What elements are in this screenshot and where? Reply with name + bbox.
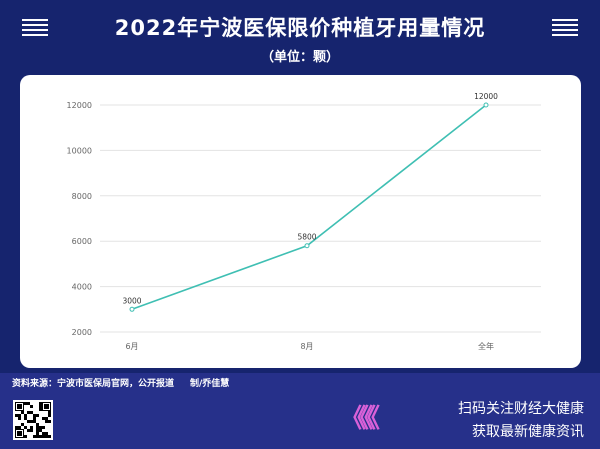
y-tick-label: 2000 bbox=[72, 328, 92, 337]
title-decoration-right bbox=[552, 19, 578, 36]
chart-title: 2022年宁波医保限价种植牙用量情况 bbox=[114, 16, 486, 40]
promo-line-2: 获取最新健康资讯 bbox=[472, 424, 584, 440]
line-chart: 2000 4000 6000 8000 10000 12000 6月 8月 全年 3000 5800… bbox=[67, 92, 541, 351]
y-tick-label: 10000 bbox=[67, 146, 92, 155]
data-point bbox=[483, 102, 489, 108]
qr-code[interactable] bbox=[13, 400, 53, 440]
chevron-arrows-icon: 《《《 bbox=[340, 404, 380, 434]
footer-strip bbox=[0, 373, 600, 449]
data-label: 5800 bbox=[297, 233, 316, 242]
chart-subtitle: （单位：颗） bbox=[260, 50, 339, 65]
title-decoration-left bbox=[22, 19, 48, 36]
series-line bbox=[131, 104, 487, 311]
source-line: 资料来源：宁波市医保局官网，公开报道 制/乔佳慧 bbox=[12, 376, 229, 389]
x-tick-label: 6月 bbox=[125, 342, 138, 351]
data-label: 12000 bbox=[474, 92, 498, 101]
author-credit: 制/乔佳慧 bbox=[190, 379, 230, 389]
promo-line-1: 扫码关注财经大健康 bbox=[458, 401, 584, 417]
source-text: 资料来源：宁波市医保局官网，公开报道 bbox=[12, 379, 175, 389]
y-tick-label: 12000 bbox=[67, 101, 92, 110]
y-tick-label: 6000 bbox=[72, 237, 92, 246]
y-tick-label: 4000 bbox=[72, 283, 92, 292]
x-tick-label: 全年 bbox=[478, 341, 494, 351]
y-tick-label: 8000 bbox=[72, 192, 92, 201]
data-label: 3000 bbox=[122, 296, 141, 305]
data-point bbox=[304, 243, 310, 249]
chart-card: 2000 4000 6000 8000 10000 12000 6月 8月 全年 3000 5800… bbox=[20, 75, 581, 368]
promo-text: 扫码关注财经大健康 获取最新健康资讯 bbox=[458, 398, 584, 444]
data-point bbox=[129, 306, 135, 312]
x-tick-label: 8月 bbox=[300, 342, 313, 351]
